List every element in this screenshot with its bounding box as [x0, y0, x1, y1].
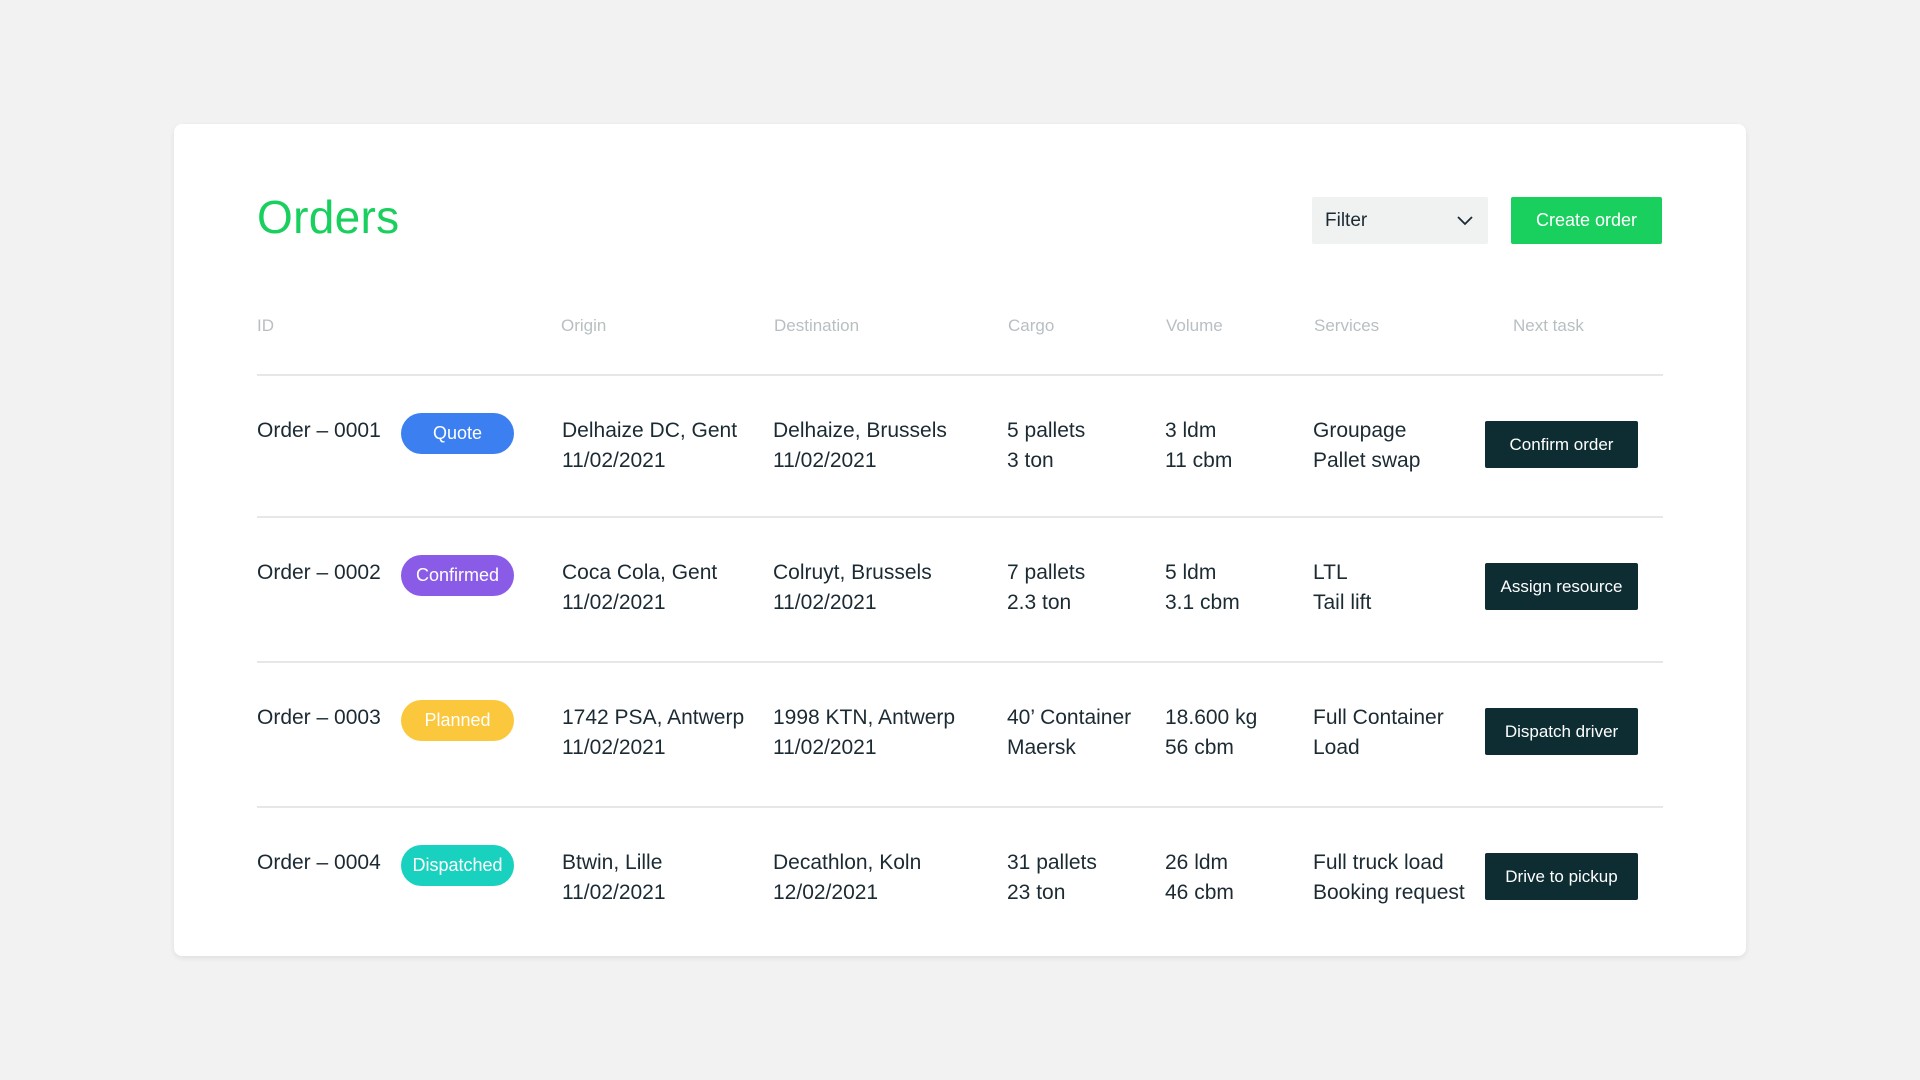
column-header-destination: Destination	[774, 316, 860, 335]
next-task-button[interactable]: Dispatch driver	[1485, 708, 1638, 755]
column-header-next-task: Next task	[1513, 316, 1584, 335]
order-id: Order – 0004	[257, 851, 381, 874]
column-header-id: ID	[257, 316, 274, 335]
origin-cell: Delhaize DC, Gent 11/02/2021	[562, 419, 738, 472]
next-task-button[interactable]: Confirm order	[1485, 421, 1638, 468]
filter-label: Filter	[1325, 209, 1368, 231]
destination-cell: 1998 KTN, Antwerp 11/02/2021	[773, 706, 956, 759]
column-header-services: Services	[1314, 316, 1380, 335]
column-header-volume: Volume	[1166, 316, 1223, 335]
cargo-cell: 40’ Container Maersk	[1007, 706, 1132, 759]
destination-cell: Colruyt, Brussels 11/02/2021	[773, 561, 932, 614]
column-header-origin: Origin	[561, 316, 607, 335]
destination-cell: Delhaize, Brussels 11/02/2021	[773, 419, 947, 472]
cargo-cell: 5 pallets 3 ton	[1007, 419, 1086, 472]
next-task-button[interactable]: Drive to pickup	[1485, 853, 1638, 900]
volume-cell: 18.600 kg 56 cbm	[1165, 706, 1258, 759]
cargo-cell: 31 pallets 23 ton	[1007, 851, 1097, 904]
status-badge: Confirmed	[401, 555, 514, 596]
table-row: Order – 0004 Dispatched Btwin, Lille 11/…	[257, 808, 1663, 948]
services-cell: Groupage Pallet swap	[1313, 419, 1421, 472]
origin-cell: Coca Cola, Gent 11/02/2021	[562, 561, 718, 614]
table-header: ID Origin Destination Cargo Volume Servi…	[257, 316, 1663, 376]
services-cell: Full truck load Booking request	[1313, 851, 1465, 904]
status-badge: Planned	[401, 700, 514, 741]
column-header-cargo: Cargo	[1008, 316, 1055, 335]
volume-cell: 26 ldm 46 cbm	[1165, 851, 1234, 904]
origin-cell: 1742 PSA, Antwerp 11/02/2021	[562, 706, 745, 759]
destination-cell: Decathlon, Koln 12/02/2021	[773, 851, 922, 904]
table-row: Order – 0001 Quote Delhaize DC, Gent 11/…	[257, 376, 1663, 518]
services-cell: LTL Tail lift	[1313, 561, 1372, 614]
services-cell: Full Container Load	[1313, 706, 1444, 759]
page-title: Orders	[257, 191, 400, 243]
order-id: Order – 0001	[257, 419, 381, 442]
orders-card: Orders Filter Create order ID Origin Des…	[174, 124, 1746, 956]
table-row: Order – 0002 Confirmed Coca Cola, Gent 1…	[257, 518, 1663, 663]
chevron-down-icon	[1457, 215, 1473, 225]
order-id: Order – 0003	[257, 706, 381, 729]
order-id: Order – 0002	[257, 561, 381, 584]
table-row: Order – 0003 Planned 1742 PSA, Antwerp 1…	[257, 663, 1663, 808]
cargo-cell: 7 pallets 2.3 ton	[1007, 561, 1086, 614]
status-badge: Dispatched	[401, 845, 514, 886]
volume-cell: 3 ldm 11 cbm	[1165, 419, 1233, 472]
status-badge: Quote	[401, 413, 514, 454]
create-order-button[interactable]: Create order	[1511, 197, 1662, 244]
filter-dropdown[interactable]: Filter	[1312, 197, 1488, 244]
origin-cell: Btwin, Lille 11/02/2021	[562, 851, 666, 904]
next-task-button[interactable]: Assign resource	[1485, 563, 1638, 610]
volume-cell: 5 ldm 3.1 cbm	[1165, 561, 1240, 614]
